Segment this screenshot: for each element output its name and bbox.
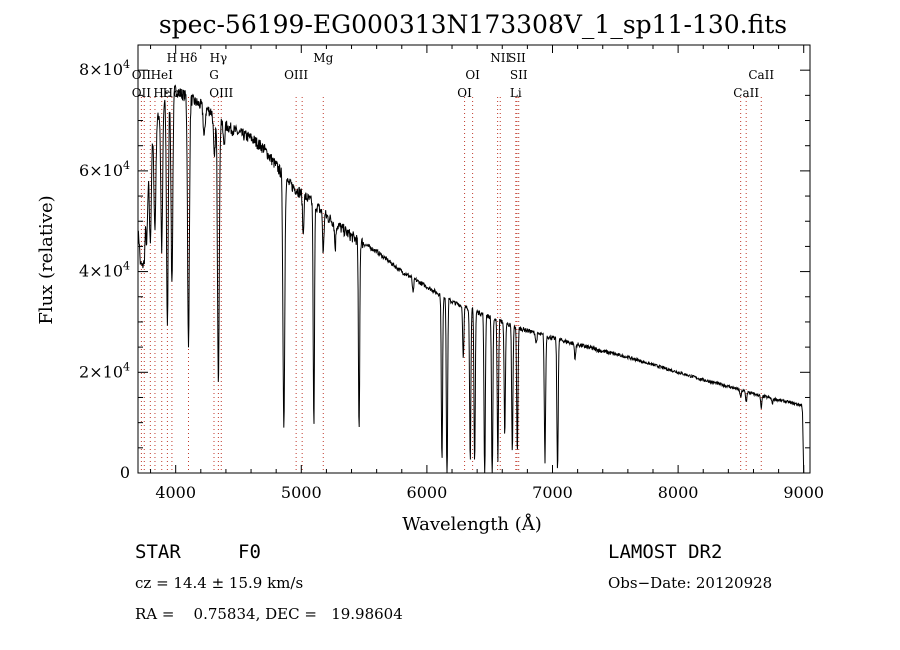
line-annotation: Hδ (180, 51, 198, 65)
line-annotation: CaII (733, 86, 759, 100)
y-axis-label: Flux (relative) (36, 195, 57, 324)
object-class: STAR (135, 541, 181, 563)
x-axis-label: Wavelength (Å) (402, 513, 542, 535)
y-tick-label: 8×104 (79, 58, 130, 79)
line-annotation: OI (457, 86, 472, 100)
line-annotation: Hε (153, 86, 170, 100)
y-tick-label: 4×104 (79, 260, 130, 281)
line-annotation: Mg (313, 51, 333, 65)
survey-name: LAMOST DR2 (608, 541, 723, 563)
spectrum-line (137, 84, 805, 474)
spectrum-series (137, 84, 805, 474)
y-tick-label: 2×104 (79, 360, 130, 381)
line-annotation: Hγ (210, 51, 228, 65)
x-tick-label: 8000 (658, 483, 699, 502)
y-axis-ticks: 0 2×104 4×104 6×104 8×104 (79, 58, 810, 482)
line-annotation: SII (510, 68, 528, 82)
plot-frame (137, 44, 811, 474)
x-tick-label: 6000 (407, 483, 448, 502)
line-annotation: NII (490, 51, 510, 65)
redshift-cz: cz = 14.4 ± 15.9 km/s (135, 574, 304, 592)
line-annotation: G (209, 68, 219, 82)
line-annotation: OIII (284, 68, 308, 82)
emission-line-markers (140, 97, 762, 473)
line-annotation: OIII (209, 86, 233, 100)
y-tick-label: 0 (120, 463, 130, 482)
line-annotation: OI (465, 68, 480, 82)
x-tick-label: 4000 (155, 483, 196, 502)
y-tick-label: 6×104 (79, 159, 130, 180)
x-tick-label: 7000 (532, 483, 573, 502)
obs-date: Obs−Date: 20120928 (608, 574, 773, 592)
line-annotation: SII (508, 51, 526, 65)
line-annotation: OII (132, 68, 152, 82)
line-annotation: HeI (151, 68, 174, 82)
ra-dec: RA = 0.75834, DEC = 19.98604 (135, 605, 403, 623)
x-tick-label: 5000 (281, 483, 322, 502)
line-annotation: H (167, 51, 177, 65)
chart-title: spec-56199-EG000313N173308V_1_sp11-130.f… (159, 10, 787, 39)
subclass: F0 (238, 541, 261, 563)
line-annotation: OII (132, 86, 152, 100)
line-annotation: CaII (748, 68, 774, 82)
x-tick-label: 9000 (783, 483, 824, 502)
line-annotation: Li (510, 86, 522, 100)
x-axis-ticks: 4000 5000 6000 7000 8000 9000 (150, 45, 824, 502)
